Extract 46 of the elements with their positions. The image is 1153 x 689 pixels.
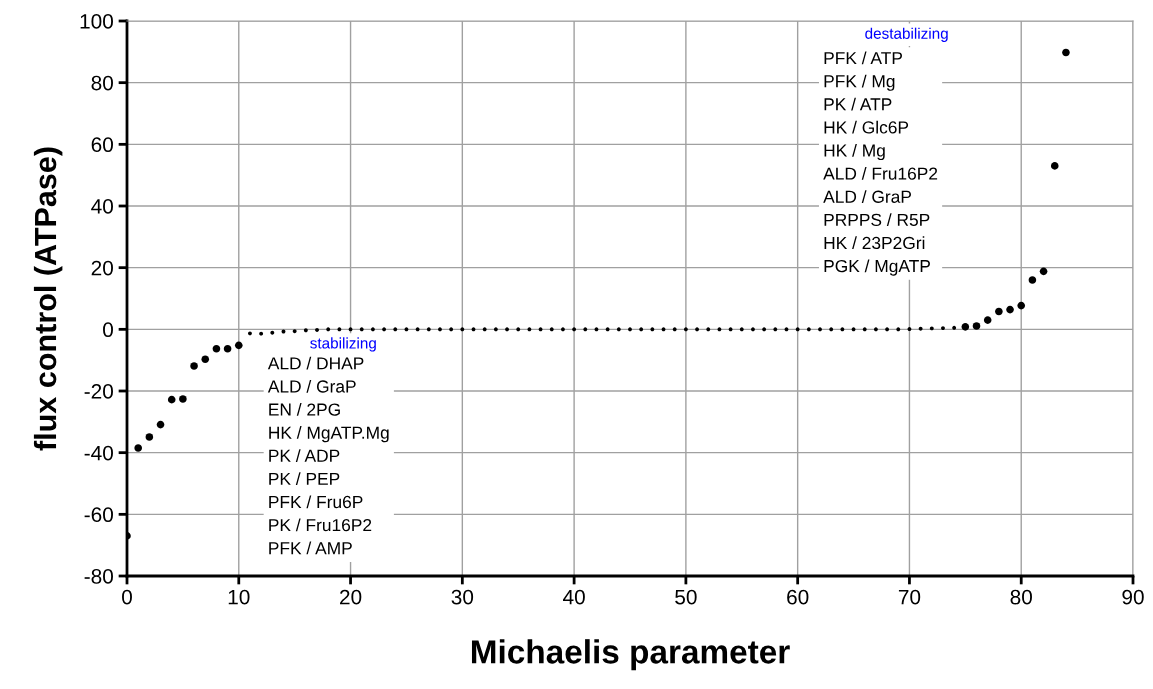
point xyxy=(1050,162,1059,170)
point xyxy=(134,444,142,452)
annotation: stabilizing xyxy=(310,337,376,352)
point xyxy=(983,316,992,324)
point xyxy=(1006,305,1014,314)
point xyxy=(1017,301,1026,310)
point xyxy=(201,355,210,364)
point xyxy=(190,362,198,370)
y-tick-label: -40 xyxy=(84,445,113,461)
x-tick-label: 0 xyxy=(122,589,132,605)
x-tick-label: 50 xyxy=(675,589,697,605)
y-tick-label: -20 xyxy=(84,384,113,399)
point xyxy=(223,344,232,353)
y-tick-label: 40 xyxy=(91,199,113,214)
x-tick-label: 20 xyxy=(340,589,362,605)
x-tick-label: 30 xyxy=(451,589,474,605)
y-tick-label: 100 xyxy=(80,14,113,29)
y-tick-label: 80 xyxy=(91,75,113,91)
x-tick-label: 70 xyxy=(898,589,921,605)
x-tick-label: 60 xyxy=(787,589,809,605)
point xyxy=(234,341,243,350)
y-tick-label: -60 xyxy=(84,507,113,523)
point xyxy=(972,322,981,330)
y-tick-label: 20 xyxy=(91,260,113,276)
point xyxy=(1062,48,1070,57)
y-tick-label: -80 xyxy=(84,569,113,584)
x-tick-label: 80 xyxy=(1010,589,1032,605)
annotation: destabilizing xyxy=(865,27,948,42)
point xyxy=(167,395,176,404)
point xyxy=(1039,267,1048,276)
point xyxy=(995,307,1003,316)
point xyxy=(156,420,165,429)
x-axis-title: Michaelis parameter xyxy=(471,639,790,671)
y-tick-label: 60 xyxy=(91,137,113,153)
point xyxy=(212,344,221,353)
x-tick-label: 90 xyxy=(1122,589,1144,605)
point xyxy=(179,395,187,403)
x-tick-label: 10 xyxy=(228,589,250,605)
text: PFK / ATP PFK / Mg PK / ATP HK / Glc6P HK / Mg ALD / Fru16P2 ALD / GraP PRPPS / R5P HK / 23P2Gri PGK / MgATP xyxy=(823,51,938,276)
point xyxy=(145,433,154,441)
y-tick-label: 0 xyxy=(103,322,113,338)
x-tick-label: 40 xyxy=(563,589,585,605)
point xyxy=(961,323,970,331)
text: ALD / DHAP ALD / GraP EN / 2PG HK / MgATP.Mg PK / ADP PK / PEP PFK / Fru6P PK / Fru16P2 PFK / AMP xyxy=(267,356,389,555)
point xyxy=(1028,276,1037,284)
y-axis-title: flux control (ATPase) xyxy=(33,147,63,451)
